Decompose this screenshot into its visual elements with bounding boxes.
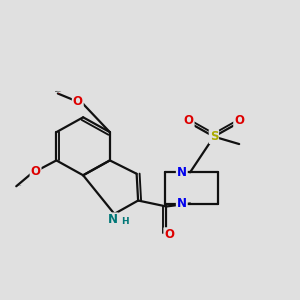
Text: OCH₃: OCH₃ bbox=[58, 92, 61, 94]
Text: methoxy: methoxy bbox=[16, 185, 22, 186]
Text: methoxy: methoxy bbox=[56, 91, 63, 92]
Text: O: O bbox=[73, 95, 83, 108]
Text: O: O bbox=[31, 165, 40, 178]
Text: O: O bbox=[184, 114, 194, 128]
Text: O: O bbox=[234, 114, 244, 128]
Text: S: S bbox=[210, 130, 218, 143]
Text: O: O bbox=[164, 228, 174, 241]
Text: methoxy: methoxy bbox=[55, 91, 61, 92]
Text: N: N bbox=[177, 197, 187, 210]
Text: N: N bbox=[108, 213, 118, 226]
Text: N: N bbox=[177, 166, 187, 179]
Text: H: H bbox=[121, 217, 128, 226]
